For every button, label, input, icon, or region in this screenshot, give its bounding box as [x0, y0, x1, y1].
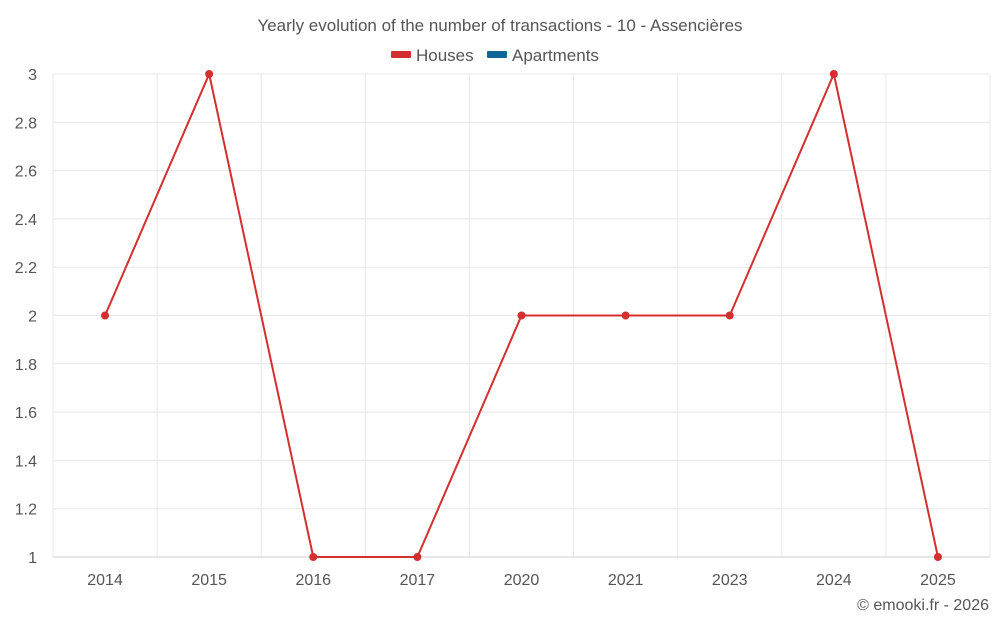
y-tick-label: 2.8	[15, 115, 37, 132]
x-tick-label: 2025	[920, 572, 956, 589]
y-axis-ticks: 1 1.2 1.4 1.6 1.8 2 2.2 2.4 2.6 2.8 3	[15, 67, 37, 567]
legend-item-houses[interactable]: Houses	[391, 46, 474, 65]
chart-title: Yearly evolution of the number of transa…	[257, 16, 742, 35]
y-tick-label: 2.2	[15, 260, 37, 277]
data-point-houses[interactable]	[205, 70, 214, 78]
legend-swatch-houses	[391, 51, 411, 58]
legend: Houses Apartments	[391, 46, 599, 65]
y-tick-label: 3	[28, 67, 37, 84]
x-axis-ticks: 2014 2015 2016 2017 2020 2021 2023 2024 2025	[87, 572, 956, 589]
x-tick-label: 2014	[87, 572, 123, 589]
legend-label-apartments: Apartments	[512, 46, 599, 65]
y-tick-label: 1	[28, 550, 37, 567]
series-layer	[101, 70, 942, 561]
legend-item-apartments[interactable]: Apartments	[487, 46, 599, 65]
y-tick-label: 1.2	[15, 502, 37, 519]
y-tick-label: 1.4	[15, 453, 37, 470]
data-point-houses[interactable]	[101, 311, 110, 320]
legend-swatch-apartments	[487, 51, 507, 58]
x-tick-label: 2017	[400, 572, 436, 589]
data-point-houses[interactable]	[933, 553, 942, 561]
y-tick-label: 2.4	[15, 212, 37, 229]
y-tick-label: 1.8	[15, 357, 37, 374]
data-point-houses[interactable]	[309, 553, 318, 561]
x-tick-label: 2021	[608, 572, 644, 589]
y-tick-label: 1.6	[15, 405, 37, 422]
y-tick-label: 2.6	[15, 164, 37, 181]
x-tick-label: 2020	[504, 572, 540, 589]
x-tick-label: 2016	[295, 572, 331, 589]
x-tick-label: 2023	[712, 572, 748, 589]
y-tick-label: 2	[28, 309, 37, 326]
credit-text: © emooki.fr - 2026	[857, 597, 989, 614]
data-point-houses[interactable]	[621, 311, 630, 320]
data-point-houses[interactable]	[517, 311, 526, 320]
y-gridlines	[53, 73, 990, 510]
x-tick-label: 2015	[191, 572, 227, 589]
data-point-houses[interactable]	[413, 553, 422, 561]
data-point-houses[interactable]	[829, 70, 838, 78]
x-tick-label: 2024	[816, 572, 852, 589]
data-point-houses[interactable]	[725, 311, 734, 320]
legend-label-houses: Houses	[416, 46, 474, 65]
